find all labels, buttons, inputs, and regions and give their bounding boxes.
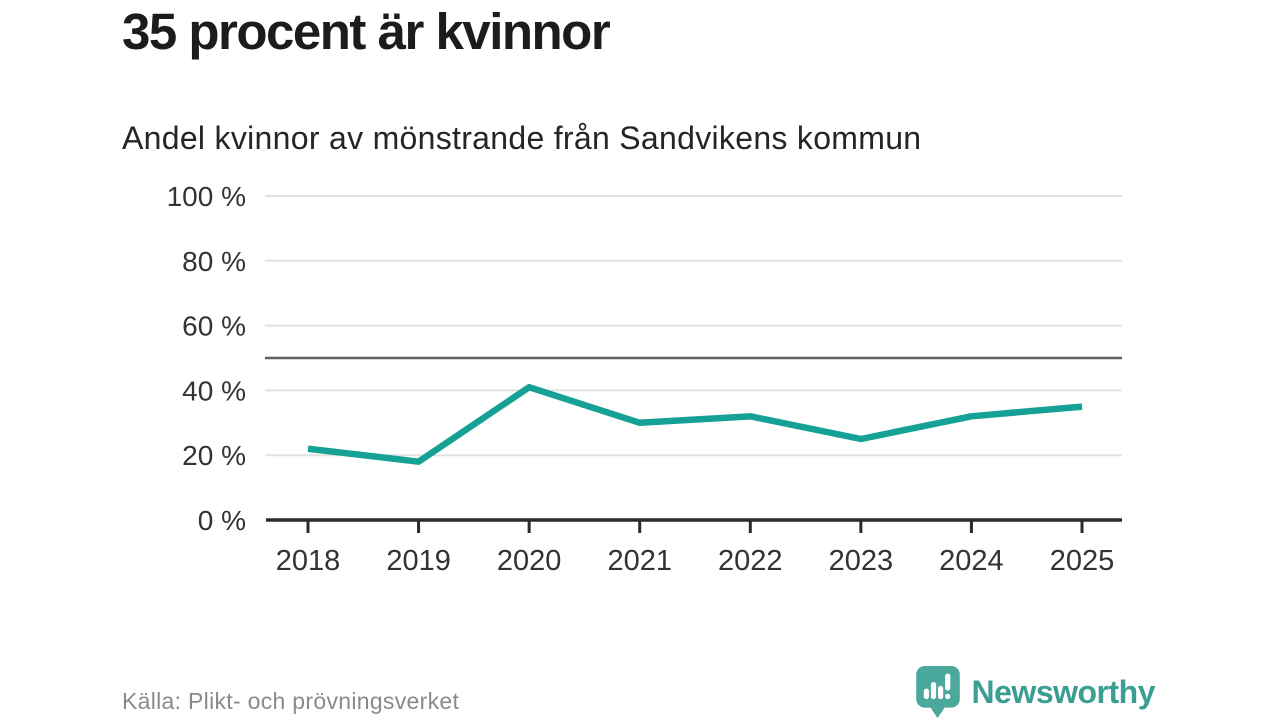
x-tick-label: 2019	[386, 545, 451, 577]
y-tick-label: 80 %	[182, 246, 246, 277]
x-tick-label: 2022	[718, 545, 783, 577]
x-tick-label: 2023	[829, 545, 894, 577]
x-tick-label: 2018	[276, 545, 341, 577]
data-series-line	[307, 383, 1083, 465]
y-tick-label: 40 %	[182, 375, 246, 406]
y-tick-label: 60 %	[182, 311, 246, 342]
y-tick-label: 100 %	[167, 181, 246, 212]
x-tick-label: 2021	[607, 545, 672, 577]
x-tick-label: 2020	[497, 545, 562, 577]
brand-name: Newsworthy	[971, 673, 1156, 710]
newsworthy-bubble-bar-chart-icon	[915, 665, 960, 719]
chart-subtitle: Andel kvinnor av mönstrande från Sandvik…	[122, 120, 922, 156]
y-tick-label: 20 %	[182, 440, 246, 471]
x-tick-label: 2025	[1050, 545, 1115, 577]
source-note: Källa: Plikt- och prövningsverket	[122, 688, 460, 714]
newsworthy-logo: Newsworthy	[915, 665, 1156, 719]
chart-headline: 35 procent är kvinnor	[122, 3, 611, 60]
y-tick-label: 0 %	[198, 505, 246, 536]
x-tick-label: 2024	[939, 545, 1004, 577]
